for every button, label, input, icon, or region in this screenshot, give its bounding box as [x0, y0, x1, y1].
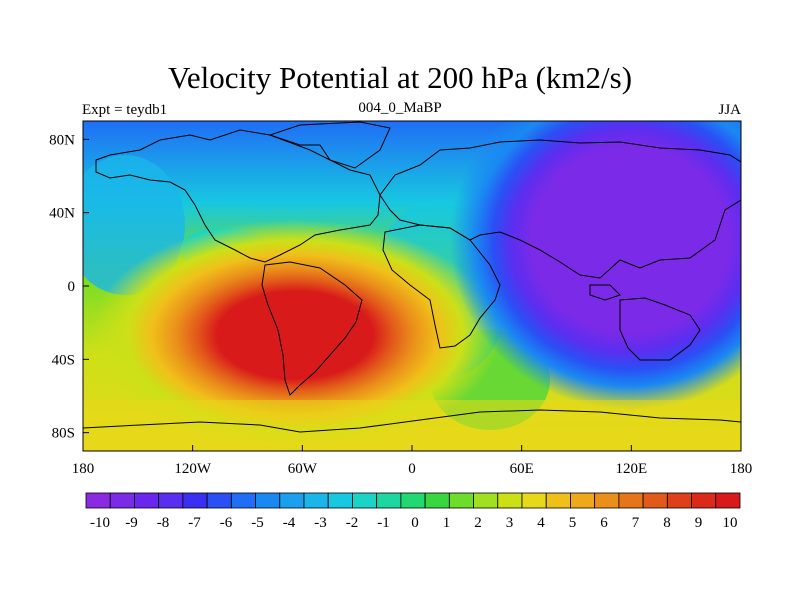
y-tick-label: 0 — [68, 279, 76, 295]
colorbar-label: -8 — [157, 515, 170, 531]
colorbar-swatch — [666, 492, 692, 509]
colorbar-label: 1 — [443, 515, 451, 531]
colorbar-swatch — [497, 492, 523, 509]
colorbar-swatch — [158, 492, 184, 509]
colorbar-label: -1 — [377, 515, 390, 531]
colorbar-swatch — [327, 492, 353, 509]
colorbar-swatch — [279, 492, 305, 509]
colorbar-label: -7 — [188, 515, 201, 531]
x-tick-label: 60E — [510, 461, 534, 477]
colorbar-swatch — [255, 492, 281, 509]
case-label: 004_0_MaBP — [358, 100, 442, 116]
colorbar-label: 8 — [663, 515, 671, 531]
colorbar-swatch — [521, 492, 547, 509]
x-tick-label: 180 — [730, 461, 753, 477]
colorbar-label: -6 — [220, 515, 233, 531]
colorbar-swatch — [230, 492, 256, 509]
colorbar-swatch — [303, 492, 329, 509]
colorbar-swatch — [715, 492, 741, 509]
x-tick-label: 0 — [408, 461, 416, 477]
colorbar: -10 -9 -8 -7 -6 -5 -4 -3 -2 -1 0 1 2 3 4 5 6 7 8 9 10 — [85, 492, 741, 531]
experiment-label: Expt = teydb1 — [82, 102, 168, 118]
colorbar-label: 5 — [569, 515, 577, 531]
colorbar-swatch — [206, 492, 232, 509]
x-tick-label: 180 — [72, 461, 95, 477]
y-tick-label: 80N — [49, 132, 75, 148]
colorbar-swatch — [642, 492, 668, 509]
colorbar-label: -5 — [251, 515, 264, 531]
colorbar-label: 9 — [695, 515, 703, 531]
colorbar-swatch — [473, 492, 499, 509]
x-tick-label: 60W — [288, 461, 318, 477]
colorbar-swatch — [134, 492, 160, 509]
colorbar-label: 2 — [474, 515, 482, 531]
y-tick-label: 80S — [52, 426, 75, 442]
colorbar-swatch — [448, 492, 474, 509]
coastlines — [83, 121, 741, 433]
colorbar-swatch — [691, 492, 717, 509]
velocity-potential-field — [83, 121, 741, 451]
colorbar-swatch — [545, 492, 571, 509]
colorbar-label: -3 — [314, 515, 327, 531]
colorbar-swatch — [594, 492, 620, 509]
colorbar-swatch — [109, 492, 135, 509]
colorbar-swatch — [400, 492, 426, 509]
colorbar-swatch — [352, 492, 378, 509]
colorbar-label: 3 — [506, 515, 514, 531]
colorbar-swatch — [618, 492, 644, 509]
colorbar-swatch — [85, 492, 111, 509]
colorbar-label: -10 — [90, 515, 110, 531]
x-tick-label: 120E — [615, 461, 647, 477]
colorbar-label: 7 — [632, 515, 640, 531]
colorbar-label: -9 — [125, 515, 138, 531]
colorbar-swatch — [182, 492, 208, 509]
colorbar-label: -4 — [283, 515, 296, 531]
x-tick-label: 120W — [174, 461, 212, 477]
colorbar-swatch — [424, 492, 450, 509]
axis-ticks: 180 120W 60W 0 60E 120E 180 80N 40N 0 40S 80S — [49, 132, 752, 477]
colorbar-swatch — [570, 492, 596, 509]
colorbar-label: 10 — [723, 515, 738, 531]
colorbar-swatch — [376, 492, 402, 509]
y-tick-label: 40N — [49, 206, 75, 222]
colorbar-label: -2 — [346, 515, 359, 531]
plot-title: Velocity Potential at 200 hPa (km2/s) — [167, 60, 633, 95]
y-tick-label: 40S — [52, 352, 75, 368]
colorbar-label: 6 — [600, 515, 608, 531]
season-label: JJA — [718, 102, 741, 118]
colorbar-label: 0 — [411, 515, 419, 531]
colorbar-label: 4 — [537, 515, 545, 531]
